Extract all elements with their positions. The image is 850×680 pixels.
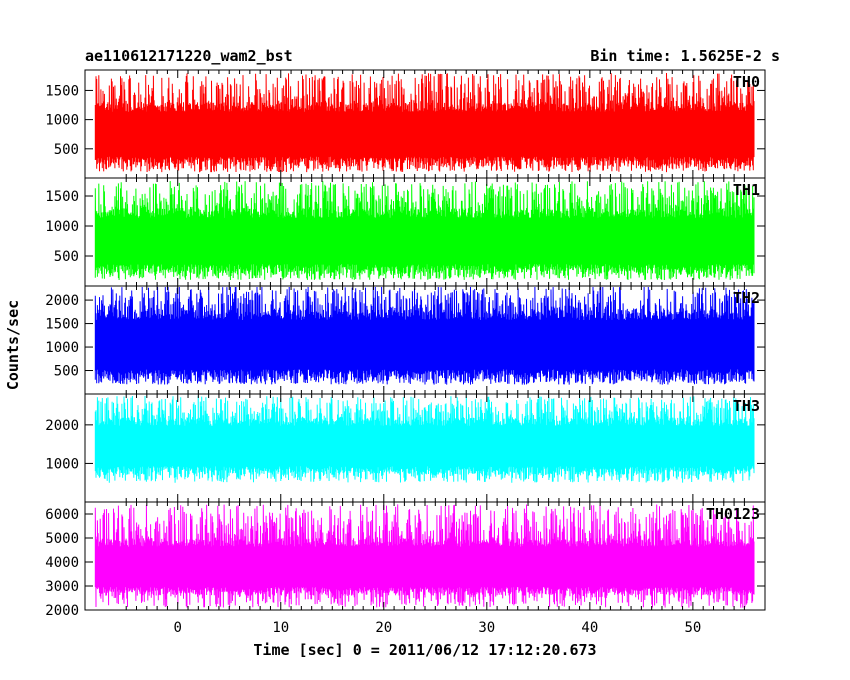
y-tick-label: 1000	[45, 340, 79, 356]
x-tick-label: 20	[375, 620, 392, 636]
series-trace-th3	[94, 395, 755, 483]
y-tick-label: 2000	[45, 603, 79, 619]
series-trace-th2	[94, 286, 755, 385]
x-tick-label: 0	[174, 620, 182, 636]
x-tick-label: 50	[684, 620, 701, 636]
panels: 500 1000 1500 TH0 500 1000 1500 TH1 500 1000 1500 2…	[45, 69, 766, 619]
y-tick-label: 1500	[45, 83, 79, 99]
y-tick-label: 1000	[45, 456, 79, 472]
x-tick-label: 10	[272, 620, 289, 636]
series-label: TH3	[733, 397, 760, 415]
panel-th1: 500 1000 1500 TH1	[45, 177, 766, 287]
y-tick-label: 1500	[45, 189, 79, 205]
x-axis-ticks: 0 10 20 30 40 50	[174, 620, 702, 636]
panel-th0: 500 1000 1500 TH0	[45, 69, 766, 179]
series-label: TH2	[733, 289, 760, 307]
y-tick-label: 2000	[45, 418, 79, 434]
y-tick-label: 1500	[45, 317, 79, 333]
y-tick-label: 500	[54, 142, 79, 158]
panel-th0123: 2000 3000 4000 5000 6000 TH0123	[45, 501, 766, 619]
y-tick-label: 1000	[45, 219, 79, 235]
y-tick-label: 2000	[45, 293, 79, 309]
x-tick-label: 30	[478, 620, 495, 636]
series-trace-th1	[94, 180, 755, 281]
panel-th3: 1000 2000 TH3	[45, 393, 766, 503]
x-axis-label: Time [sec] 0 = 2011/06/12 17:12:20.673	[253, 641, 596, 659]
y-tick-label: 3000	[45, 579, 79, 595]
y-tick-label: 6000	[45, 507, 79, 523]
series-trace-th0	[94, 72, 755, 173]
y-tick-label: 1000	[45, 113, 79, 129]
bin-time-label: Bin time: 1.5625E-2 s	[590, 47, 780, 65]
y-tick-label: 5000	[45, 531, 79, 547]
chart-title: ae110612171220_wam2_bst	[85, 47, 293, 65]
y-axis-label: Counts/sec	[4, 300, 22, 390]
y-tick-label: 500	[54, 249, 79, 265]
series-label: TH0	[733, 73, 760, 91]
x-tick-label: 40	[581, 620, 598, 636]
panel-th2: 500 1000 1500 2000 TH2	[45, 285, 766, 395]
series-trace-th0123	[94, 504, 755, 608]
y-tick-label: 500	[54, 364, 79, 380]
series-label: TH1	[733, 181, 760, 199]
series-label: TH0123	[706, 505, 760, 523]
y-tick-label: 4000	[45, 555, 79, 571]
